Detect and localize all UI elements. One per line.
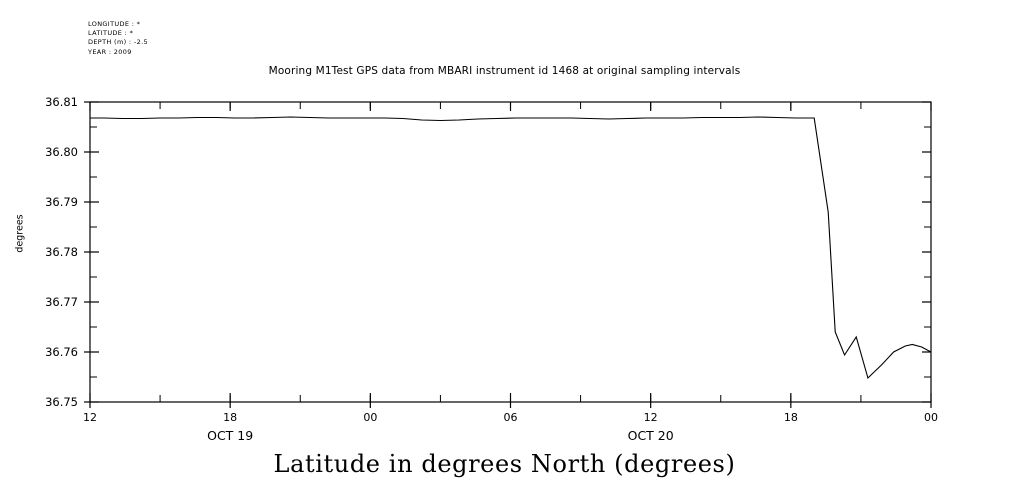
y-tick-label: 36.75 [45, 395, 78, 409]
plot-frame [89, 101, 932, 403]
data-line-latitude [90, 116, 932, 380]
chart-title: Mooring M1Test GPS data from MBARI instr… [268, 65, 741, 77]
metadata-year: YEAR : 2009 [88, 47, 132, 56]
x-tick-label: 12 [644, 411, 658, 424]
x-tick-label: 00 [924, 411, 938, 424]
metadata-depth: DEPTH (m) : -2.5 [88, 38, 148, 47]
x-tick-label: 12 [83, 411, 97, 424]
x-day-label: OCT 20 [628, 428, 674, 443]
y-tick-label: 36.78 [45, 245, 78, 259]
x-axis-title: Latitude in degrees North (degrees) [273, 450, 736, 478]
x-tick-label: 18 [223, 411, 237, 424]
y-tick-label: 36.77 [45, 295, 78, 309]
y-tick-label: 36.76 [45, 345, 78, 359]
y-tick-label: 36.79 [45, 195, 78, 209]
x-day-label: OCT 19 [207, 428, 253, 443]
x-tick-label: 00 [363, 411, 377, 424]
y-tick-label: 36.81 [45, 95, 78, 109]
x-tick-label: 06 [504, 411, 518, 424]
metadata-latitude: LATITUDE : * [88, 29, 134, 38]
x-tick-label: 18 [784, 411, 798, 424]
metadata-block: LONGITUDE : * LATITUDE : * DEPTH (m) : -… [88, 20, 148, 57]
y-tick-label: 36.80 [45, 145, 78, 159]
metadata-longitude: LONGITUDE : * [88, 20, 141, 28]
